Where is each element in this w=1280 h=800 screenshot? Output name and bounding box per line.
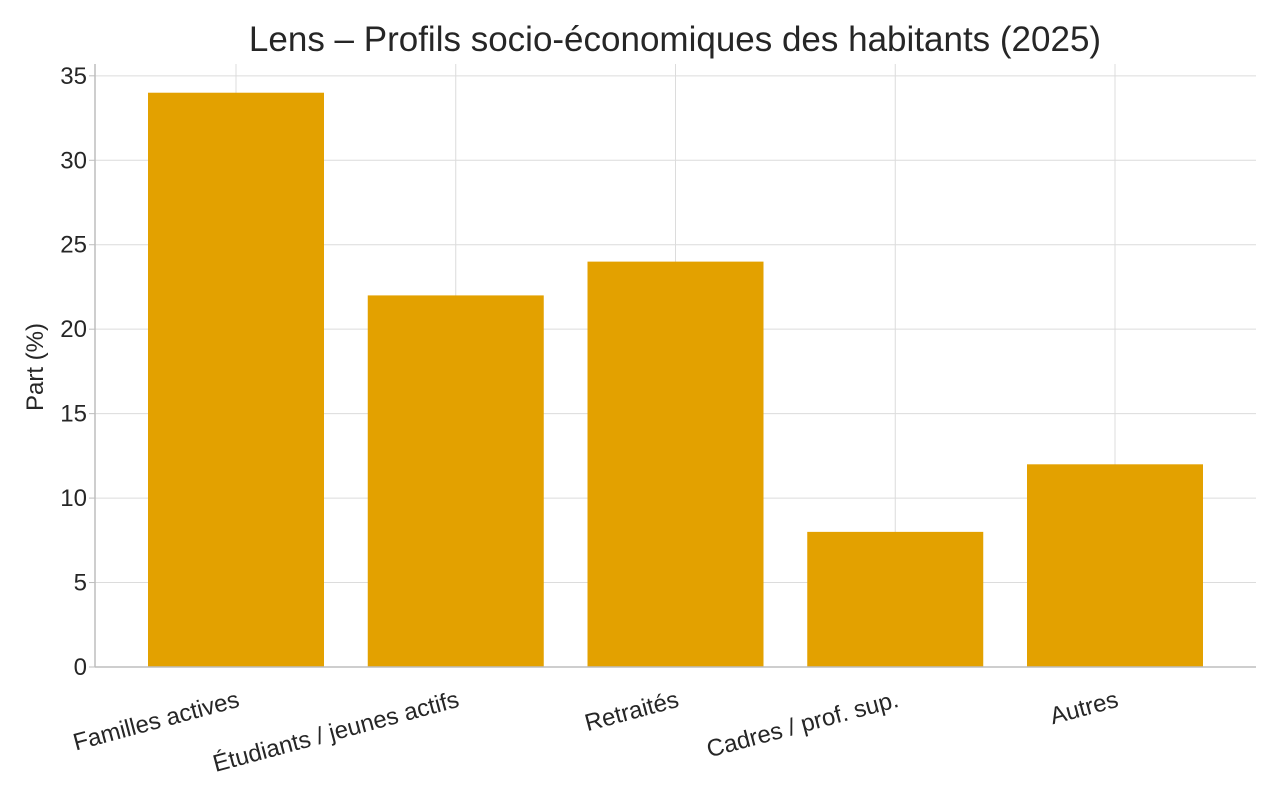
y-tick-label: 25 [60, 232, 87, 259]
chart-title: Lens – Profils socio-économiques des hab… [249, 20, 1101, 59]
y-tick-label: 15 [60, 401, 87, 428]
y-tick-label: 0 [74, 654, 87, 681]
y-axis-label: Part (%) [22, 323, 49, 411]
y-tick-label: 30 [60, 147, 87, 174]
bar-2 [587, 261, 764, 667]
axes [89, 64, 1256, 668]
x-tick-label: Retraités [582, 686, 682, 737]
bars [148, 92, 1203, 667]
bar-4 [1027, 464, 1203, 667]
y-tick-label: 10 [60, 485, 87, 512]
x-tick-label: Autres [1047, 686, 1121, 730]
bar-0 [148, 92, 324, 667]
bar-3 [807, 531, 984, 667]
y-tick-label: 20 [60, 316, 87, 343]
y-tick-label: 35 [60, 63, 87, 90]
bar-1 [367, 295, 544, 667]
x-tick-label: Familles actives [70, 686, 242, 756]
x-tick-label: Étudiants / jeunes actifs [210, 686, 462, 778]
y-tick-labels: 0 5 10 15 20 25 30 35 [60, 63, 87, 681]
y-tick-label: 5 [74, 570, 87, 597]
x-tick-label: Cadres / prof. sup. [704, 686, 902, 763]
